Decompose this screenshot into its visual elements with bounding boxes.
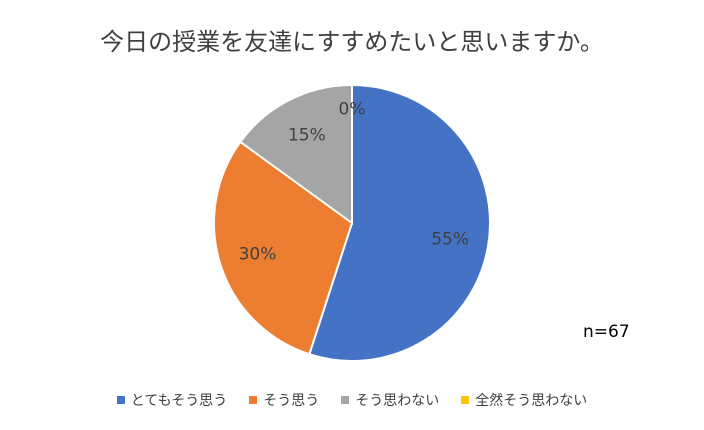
legend-swatch bbox=[461, 396, 470, 404]
data-label-4: 0% bbox=[339, 99, 366, 119]
chart-title: 今日の授業を友達にすすめたいと思いますか。 bbox=[100, 28, 604, 56]
legend-swatch bbox=[249, 396, 258, 404]
legend-item-4: 全然そう思わない bbox=[461, 390, 587, 410]
data-label-2: 30% bbox=[239, 245, 277, 265]
legend-swatch bbox=[341, 396, 350, 404]
pie-slice-1 bbox=[308, 83, 491, 362]
legend-item-2: そう思う bbox=[249, 390, 319, 410]
pie-slice-2 bbox=[213, 140, 354, 356]
legend: とてもそう思う そう思う そう思わない 全然そう思わない bbox=[0, 390, 704, 410]
data-label-3: 15% bbox=[288, 125, 326, 145]
legend-label: 全然そう思わない bbox=[475, 393, 588, 409]
sample-size-note: n=67 bbox=[583, 322, 630, 342]
data-label-1: 55% bbox=[431, 230, 469, 250]
legend-label: とてもそう思う bbox=[130, 393, 228, 409]
legend-item-3: そう思わない bbox=[341, 390, 439, 410]
legend-item-1: とてもそう思う bbox=[116, 390, 228, 410]
legend-label: そう思わない bbox=[355, 393, 440, 409]
legend-label: そう思う bbox=[263, 393, 320, 409]
pie-slice-3 bbox=[238, 83, 353, 225]
legend-swatch bbox=[116, 396, 125, 404]
